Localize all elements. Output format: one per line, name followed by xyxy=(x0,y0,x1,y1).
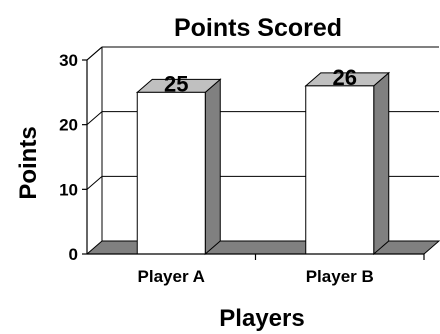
y-tick-label: 10 xyxy=(59,180,78,199)
data-label: 25 xyxy=(164,71,188,96)
bar xyxy=(135,78,222,256)
y-tick-label: 0 xyxy=(69,245,78,264)
chart-title: Points Scored xyxy=(174,14,342,42)
y-axis-ticks: 0 10 20 30 xyxy=(59,51,425,264)
y-tick-label: 20 xyxy=(59,116,78,135)
bar xyxy=(304,71,391,256)
y-axis-label: Points xyxy=(15,126,42,199)
data-label: 26 xyxy=(333,65,357,90)
x-axis-label: Players xyxy=(219,305,304,332)
gridline xyxy=(86,46,439,61)
chart-walls xyxy=(86,46,439,241)
x-axis-categories: Player A Player B xyxy=(138,267,374,286)
category-label: Player B xyxy=(306,267,374,286)
bars: 25 26 xyxy=(135,65,391,256)
category-label: Player A xyxy=(138,267,205,286)
y-tick-label: 30 xyxy=(59,51,78,70)
